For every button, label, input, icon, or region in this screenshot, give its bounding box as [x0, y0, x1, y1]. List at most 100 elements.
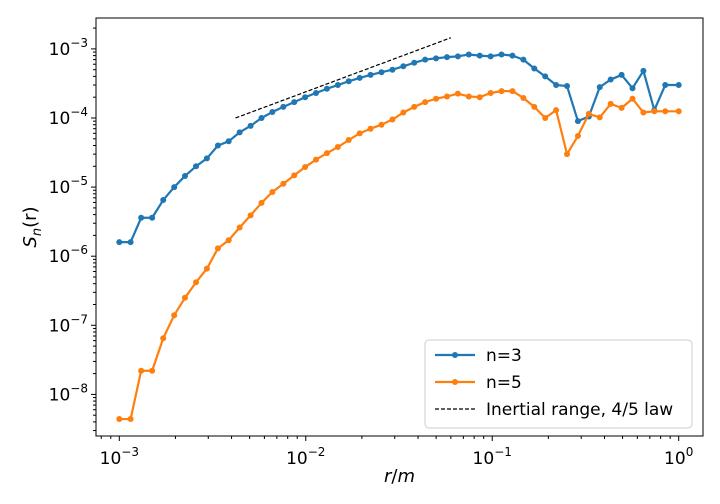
data-point — [542, 114, 549, 121]
x-tick-exponent: −3 — [121, 445, 139, 459]
data-point — [389, 116, 396, 123]
data-point — [542, 73, 549, 80]
data-point — [367, 71, 374, 78]
data-point — [160, 197, 167, 204]
y-tick-base: 10 — [49, 316, 71, 336]
x-tick-base: 10 — [100, 449, 122, 469]
data-point — [345, 78, 352, 85]
data-point — [520, 94, 527, 101]
data-point — [313, 156, 320, 163]
data-point — [422, 99, 429, 106]
x-tick-label: 100 — [664, 445, 693, 469]
legend-item: n=5 — [435, 373, 522, 393]
data-point — [269, 109, 276, 116]
data-point — [433, 55, 440, 62]
data-point — [662, 82, 669, 89]
x-label-sep: / — [391, 466, 398, 487]
data-point — [487, 90, 494, 97]
data-point — [214, 245, 221, 252]
data-point — [465, 93, 472, 100]
data-point — [367, 125, 374, 132]
data-point — [531, 65, 538, 72]
data-point — [313, 90, 320, 97]
data-point — [345, 137, 352, 144]
y-tick-base: 10 — [49, 109, 71, 129]
legend-label: Inertial range, 4/5 law — [486, 400, 673, 420]
data-point — [465, 51, 472, 58]
data-point — [400, 109, 407, 116]
data-point — [225, 237, 232, 244]
x-tick-label: 10−2 — [286, 445, 325, 469]
data-point — [607, 76, 614, 83]
series-line — [119, 53, 679, 244]
data-point — [247, 212, 254, 219]
x-axis: 10−3 10−2 10−1 100 — [100, 436, 693, 469]
data-point — [520, 56, 527, 63]
data-point — [149, 367, 156, 374]
y-tick-label: 10−3 — [49, 36, 88, 60]
data-point — [138, 367, 145, 374]
data-point — [236, 129, 243, 136]
data-point — [203, 155, 210, 162]
data-point — [127, 239, 134, 246]
legend-marker — [452, 352, 458, 358]
y-tick-label: 10−4 — [49, 105, 88, 129]
data-point — [476, 52, 483, 59]
data-point — [640, 67, 647, 74]
data-point — [629, 85, 636, 92]
data-point — [193, 279, 200, 286]
data-point — [171, 184, 178, 191]
data-point — [564, 83, 571, 90]
y-tick-exponent: −5 — [70, 174, 88, 188]
y-tick-exponent: −4 — [70, 105, 88, 119]
data-point — [629, 95, 636, 102]
data-point — [181, 172, 188, 179]
x-axis-label: r/m — [384, 466, 415, 487]
data-point — [498, 51, 505, 58]
data-point — [509, 52, 516, 59]
data-point — [236, 224, 243, 231]
data-point — [618, 71, 625, 78]
data-point — [618, 104, 625, 111]
y-tick-label: 10−7 — [49, 312, 88, 336]
data-point — [498, 88, 505, 95]
series-0 — [116, 51, 682, 246]
data-point — [596, 84, 603, 91]
data-point — [443, 93, 450, 100]
x-tick-base: 10 — [664, 449, 686, 469]
y-tick-exponent: −3 — [70, 36, 88, 50]
y-label-argument: (r) — [20, 206, 41, 227]
data-point — [291, 99, 298, 106]
legend-item: n=3 — [435, 346, 522, 366]
data-point — [258, 114, 265, 121]
data-point — [291, 172, 298, 179]
data-point — [302, 94, 309, 101]
data-point — [181, 294, 188, 301]
y-tick-exponent: −6 — [70, 243, 88, 257]
legend-marker — [452, 379, 458, 385]
legend: n=3 n=5 Inertial range, 4/5 law — [424, 339, 693, 429]
data-point — [193, 163, 200, 170]
data-point — [596, 114, 603, 121]
data-point — [640, 109, 647, 116]
data-point — [675, 108, 682, 115]
data-point — [553, 107, 560, 114]
data-point — [553, 82, 560, 89]
legend-item: Inertial range, 4/5 law — [435, 400, 673, 420]
data-point — [225, 138, 232, 145]
data-point — [214, 142, 221, 149]
legend-label: n=3 — [486, 346, 522, 366]
y-tick-base: 10 — [49, 40, 71, 60]
x-label-var: r — [384, 466, 393, 487]
data-point — [400, 63, 407, 70]
y-tick-label: 10−8 — [49, 381, 88, 405]
y-tick-label: 10−5 — [49, 174, 88, 198]
data-point — [675, 82, 682, 89]
data-point — [247, 122, 254, 129]
data-point — [323, 85, 330, 92]
x-tick-exponent: −1 — [494, 445, 512, 459]
y-tick-base: 10 — [49, 385, 71, 405]
x-tick-label: 10−3 — [100, 445, 139, 469]
x-label-unit: m — [397, 466, 415, 487]
